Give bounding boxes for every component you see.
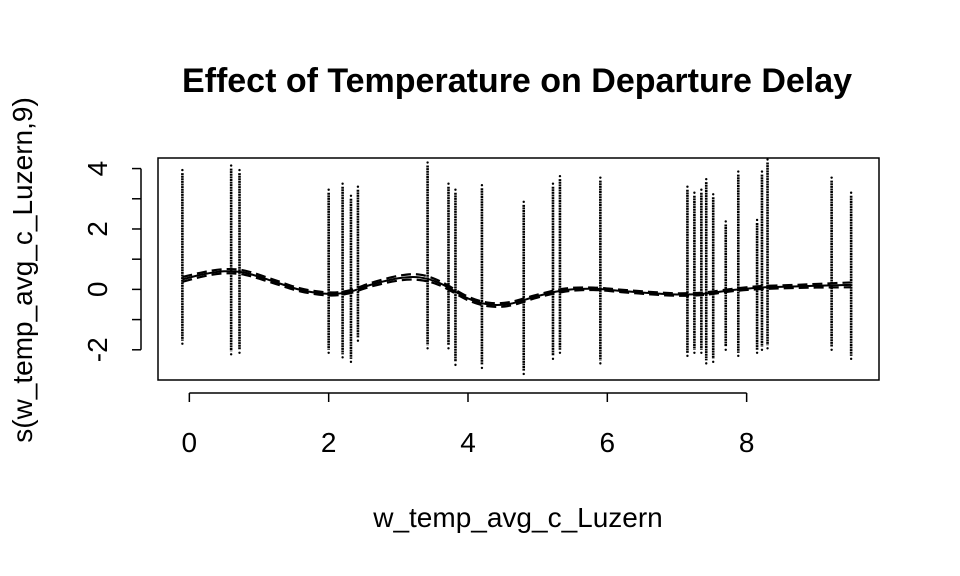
residual-point [480, 366, 484, 370]
residual-point [849, 357, 853, 361]
residual-point [693, 351, 696, 354]
x-tick-label: 2 [321, 427, 337, 458]
residual-point [551, 357, 555, 361]
residual-point [447, 347, 450, 350]
residual-point [766, 158, 769, 161]
residual-point [705, 177, 708, 181]
y-tick-label: 0 [82, 282, 113, 298]
x-tick-label: 0 [182, 427, 198, 458]
residual-point [341, 356, 344, 359]
residual-point [760, 170, 764, 173]
residual-point [229, 353, 233, 356]
residual-point [454, 363, 457, 367]
residual-point [341, 182, 344, 185]
series-line-lower-band [182, 272, 852, 308]
y-axis-label: s(w_temp_avg_c_Luzern,9) [7, 97, 38, 443]
x-tick-label: 6 [600, 427, 616, 458]
residual-point [181, 342, 184, 345]
residual-point [760, 348, 764, 351]
x-tick-label: 4 [460, 427, 476, 458]
series-line-estimate [182, 270, 852, 307]
chart-title: Effect of Temperature on Departure Delay [182, 62, 852, 100]
residual-point [426, 161, 429, 164]
residual-point [447, 182, 450, 185]
residual-point [724, 220, 727, 223]
residual-point [830, 176, 833, 179]
residual-point [700, 188, 703, 191]
residual-point [712, 193, 715, 196]
residual-point [830, 348, 833, 351]
residual-point [693, 191, 696, 194]
residual-point [229, 164, 233, 167]
y-axis: -2 0 2 4 [82, 161, 142, 362]
residual-point [737, 354, 740, 358]
residual-point [522, 372, 525, 376]
residual-point [599, 362, 602, 365]
residual-point [426, 347, 429, 350]
residual-point [558, 174, 562, 178]
residual-point [686, 185, 689, 188]
residual-point [712, 360, 715, 364]
residual-point [724, 348, 727, 351]
partial-residuals [181, 158, 853, 376]
residual-point [700, 351, 703, 354]
residual-point [558, 351, 562, 354]
residual-point [849, 191, 853, 194]
x-axis-label: w_temp_avg_c_Luzern [372, 502, 663, 533]
residual-point [737, 170, 740, 173]
residual-point [599, 176, 602, 179]
residual-point [522, 200, 525, 204]
x-axis: 0 2 4 6 8 [182, 392, 755, 458]
series-line-upper-band [182, 267, 852, 305]
residual-point [480, 184, 484, 187]
residual-point [327, 188, 330, 191]
residual-point [356, 185, 360, 188]
y-tick-label: 2 [82, 221, 113, 237]
residual-point [755, 351, 759, 354]
residual-point [755, 218, 759, 222]
residual-point [356, 339, 360, 342]
residual-point [454, 188, 457, 191]
smooth-curves [182, 267, 852, 308]
residual-point [349, 194, 353, 197]
residual-point [349, 360, 353, 364]
residual-point [181, 168, 184, 172]
residual-point [551, 182, 555, 185]
y-tick-label: 4 [82, 161, 113, 177]
residual-point [238, 351, 241, 354]
x-tick-label: 8 [739, 427, 755, 458]
residual-point [686, 354, 689, 358]
plot-frame [157, 157, 880, 381]
residual-point [766, 347, 769, 350]
residual-point [705, 362, 708, 365]
y-tick-label: -2 [82, 337, 113, 362]
residual-point [238, 168, 241, 172]
residual-point [327, 351, 330, 354]
